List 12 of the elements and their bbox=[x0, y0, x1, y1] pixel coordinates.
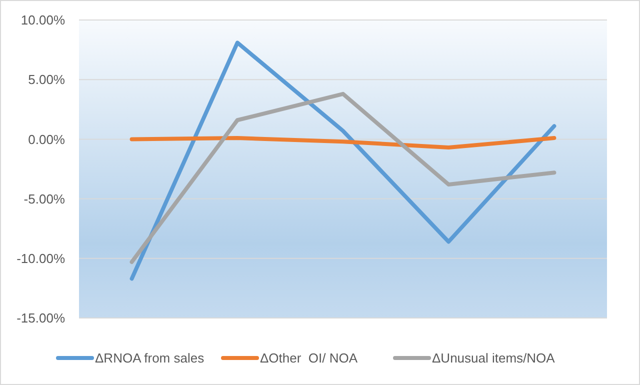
legend-label: ΔRNOA from sales bbox=[95, 350, 205, 366]
y-tick-label: -10.00% bbox=[16, 250, 66, 266]
y-tick-label: 10.00% bbox=[20, 12, 66, 28]
y-tick-label: -15.00% bbox=[16, 310, 66, 326]
line-series bbox=[130, 92, 556, 264]
legend-label: ΔOther OI/ NOA bbox=[260, 350, 358, 366]
y-tick-label: 0.00% bbox=[28, 132, 66, 147]
line-series bbox=[130, 40, 556, 281]
y-tick-label: -5.00% bbox=[24, 191, 66, 206]
y-tick-label: 5.00% bbox=[28, 72, 66, 88]
legend-label: ΔUnusual items/NOA bbox=[432, 350, 556, 366]
line-series bbox=[130, 136, 556, 150]
